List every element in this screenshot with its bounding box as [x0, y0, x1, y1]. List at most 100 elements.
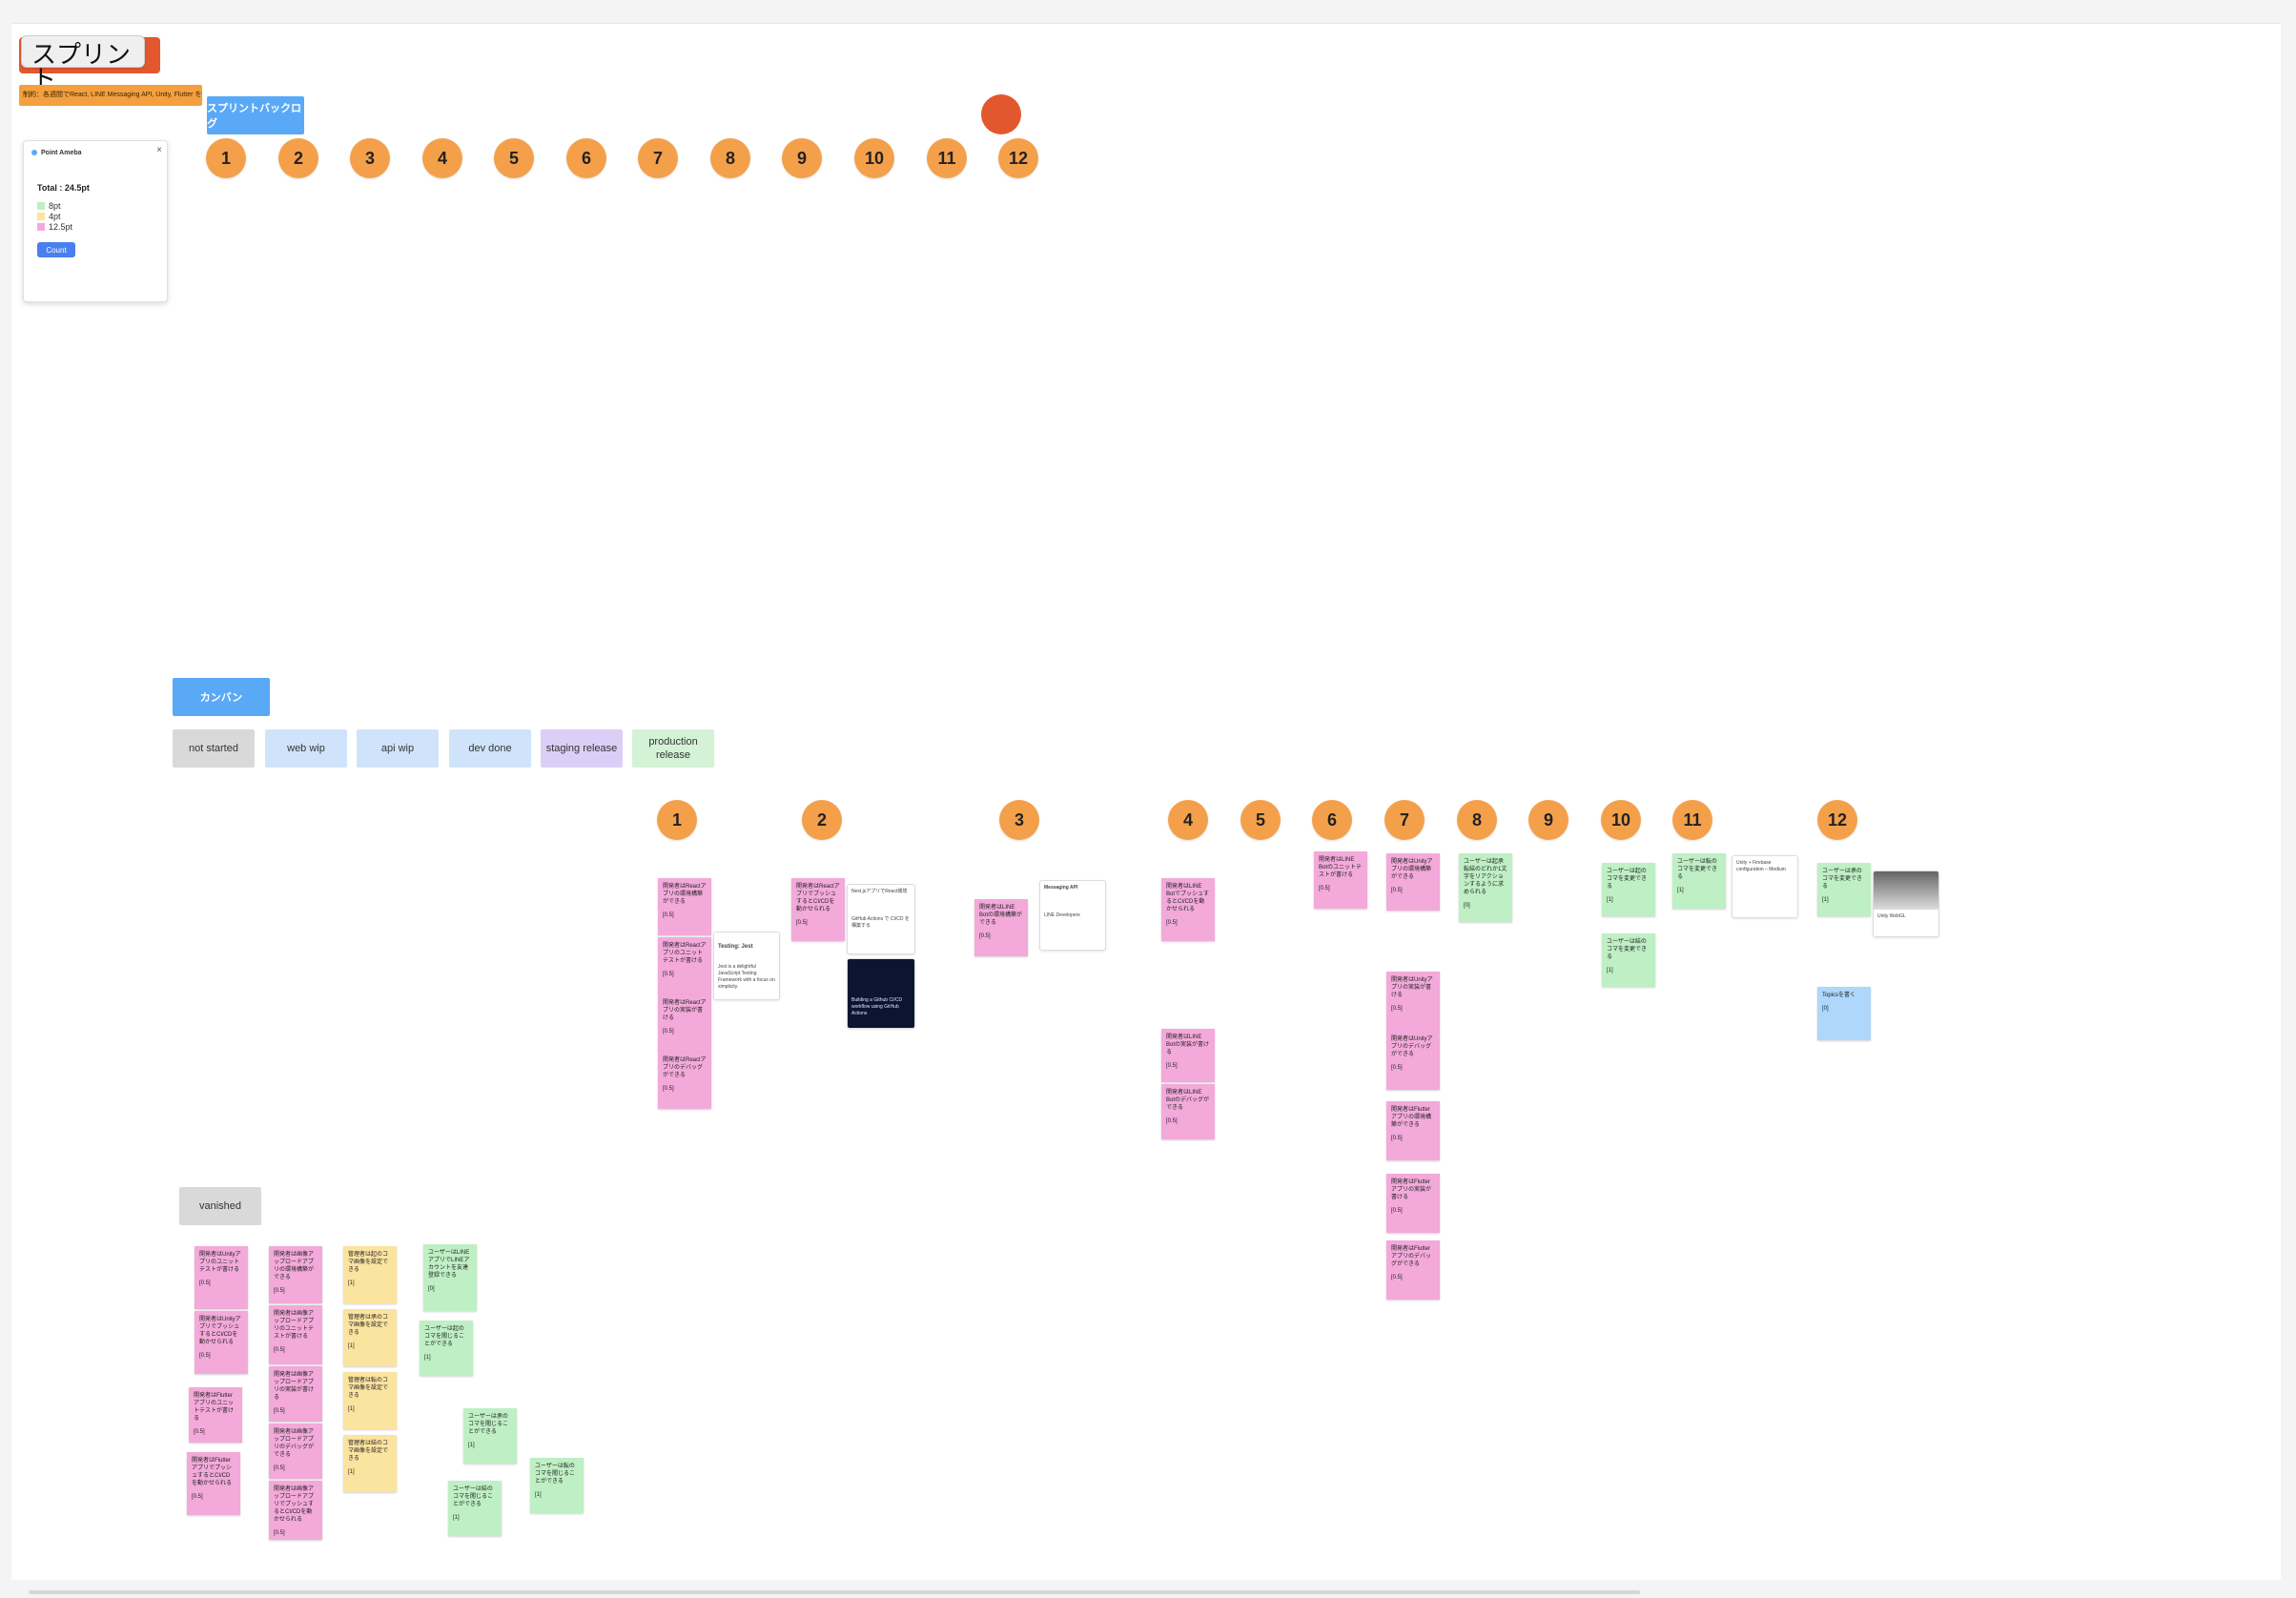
sticky-note[interactable]: Topicsを書く [0]	[1817, 987, 1871, 1040]
link-card[interactable]: Unity + Firebase configuration – Medium	[1732, 855, 1798, 918]
kanban-sprint-3[interactable]: 3	[999, 800, 1039, 840]
link-desc: LINE Developers	[1044, 912, 1080, 918]
whiteboard-canvas[interactable]: スプリント 制約：各週間でReact, LINE Messaging API, …	[11, 23, 2281, 1580]
sticky-note[interactable]: 開発者はReactアプリでプッシュするとCI/CDを動かせられる [0.5]	[791, 878, 845, 941]
count-button[interactable]: Count	[37, 242, 75, 257]
sticky-note[interactable]: ユーザーは起のコマを変更できる [1]	[1602, 863, 1655, 916]
sprint-backlog-label[interactable]: スプリントバックログ	[207, 96, 304, 134]
sprint-number-5[interactable]: 5	[494, 138, 534, 178]
sticky-points: [0.5]	[1391, 1136, 1403, 1141]
kanban-sprint-11[interactable]: 11	[1672, 800, 1712, 840]
sprint-number-6[interactable]: 6	[566, 138, 606, 178]
kanban-sprint-6[interactable]: 6	[1312, 800, 1352, 840]
sticky-note[interactable]: 開発者はReactアプリの環境構築ができる [0.5]	[658, 878, 711, 935]
sticky-note[interactable]: ユーザーは起承転結のどれか1文字をリアクションするように求められる [0]	[1459, 853, 1512, 922]
sticky-note[interactable]: 管理者は起のコマ画像を設定できる [1]	[343, 1246, 397, 1303]
column-production-release[interactable]: production release	[632, 729, 714, 768]
sticky-note[interactable]: 開発者はLINE Botのユニットテストが書ける [0.5]	[1314, 851, 1367, 909]
sticky-note[interactable]: ユーザーはLINEアプリでLINEアカウントを友達登録できる [0]	[423, 1244, 477, 1311]
sticky-points: [0.5]	[663, 1029, 674, 1035]
sticky-note[interactable]: 開発者はReactアプリのデバッグができる [0.5]	[658, 1052, 711, 1109]
sticky-note[interactable]: ユーザーは承のコマを変更できる [1]	[1817, 863, 1871, 916]
kanban-sprint-10[interactable]: 10	[1601, 800, 1641, 840]
column-not-started[interactable]: not started	[173, 729, 255, 768]
column-api-wip[interactable]: api wip	[357, 729, 439, 768]
sticky-points: [1]	[348, 1280, 355, 1286]
constraint-note[interactable]: 制約：各週間でReact, LINE Messaging API, Unity,…	[19, 85, 202, 106]
sticky-note[interactable]: 開発者はReactアプリのユニットテストが書ける [0.5]	[658, 937, 711, 994]
column-staging-release[interactable]: staging release	[541, 729, 623, 768]
sticky-note[interactable]: 開発者はFlutterアプリでプッシュするとCI/CDを動かせられる [0.5]	[187, 1452, 240, 1515]
sticky-note[interactable]: 開発者はFlutterアプリのユニットテストが書ける [0.5]	[189, 1387, 242, 1443]
sprint-number-9[interactable]: 9	[782, 138, 822, 178]
sprint-number-4[interactable]: 4	[422, 138, 462, 178]
sticky-note[interactable]: ユーザーは転のコマを閲じることができる [1]	[530, 1458, 584, 1513]
sticky-note[interactable]: ユーザーは転のコマを変更できる [1]	[1672, 853, 1726, 909]
link-card[interactable]: Unity WebGL	[1873, 871, 1939, 937]
sprint-number-8[interactable]: 8	[710, 138, 750, 178]
sticky-text: 管理者は結のコマ画像を設定できる	[348, 1441, 389, 1462]
kanban-sprint-2[interactable]: 2	[802, 800, 842, 840]
sprint-number-3[interactable]: 3	[350, 138, 390, 178]
sticky-text: 開発者はLINE BotでプッシュするとCI/CDを動かせられる	[1166, 884, 1210, 912]
sticky-note[interactable]: 開発者はUnityアプリのデバッグができる [0.5]	[1386, 1031, 1440, 1090]
sticky-points: [0.5]	[1391, 888, 1403, 893]
sticky-note[interactable]: 開発者はUnityアプリでプッシュするとCI/CDを動かせられる [0.5]	[195, 1311, 248, 1374]
sprint-number-11[interactable]: 11	[927, 138, 967, 178]
sprint-number-12[interactable]: 12	[998, 138, 1038, 178]
link-card[interactable]: Building a Github CI/CD workflow using Gi…	[847, 958, 915, 1029]
sticky-note[interactable]: 開発者はLINE Botのデバッグができる [0.5]	[1161, 1084, 1215, 1139]
kanban-sprint-4[interactable]: 4	[1168, 800, 1208, 840]
board-title[interactable]: スプリント	[21, 35, 145, 92]
plugin-legend: 8pt 4pt 12.5pt	[37, 200, 152, 235]
sticky-note[interactable]: 開発者はLINE Botの実装が書ける [0.5]	[1161, 1029, 1215, 1082]
link-title: Next.jsアプリでReact環境	[851, 889, 908, 894]
kanban-sprint-12[interactable]: 12	[1817, 800, 1857, 840]
sticky-note[interactable]: 開発者はFlutterアプリのデバッグができる [0.5]	[1386, 1240, 1440, 1300]
kanban-sprint-9[interactable]: 9	[1528, 800, 1568, 840]
vanished-label[interactable]: vanished	[179, 1187, 261, 1225]
sticky-text: 管理者は起のコマ画像を設定できる	[348, 1252, 389, 1273]
sticky-note[interactable]: 開発者は画像アップロードアプリのユニットテストが書ける [0.5]	[269, 1305, 322, 1364]
sprint-number-7[interactable]: 7	[638, 138, 678, 178]
sticky-note[interactable]: 開発者はReactアプリの実装が書ける [0.5]	[658, 994, 711, 1052]
link-card[interactable]: Testing: Jest Jest is a delightful JavaSc…	[713, 932, 780, 1000]
close-icon[interactable]: ×	[156, 145, 162, 155]
sticky-note[interactable]: ユーザーは結のコマを変更できる [1]	[1602, 933, 1655, 987]
sprint-number-2[interactable]: 2	[278, 138, 318, 178]
sticky-note[interactable]: 開発者はLINE Botの環境構築ができる [0.5]	[974, 899, 1028, 956]
sticky-note[interactable]: 開発者は画像アップロードアプリのデバッグができる [0.5]	[269, 1424, 322, 1479]
sticky-text: 開発者はLINE Botの環境構築ができる	[979, 905, 1023, 926]
point-ameba-plugin[interactable]: Point Ameba × Total : 24.5pt 8pt 4pt 12.…	[23, 140, 168, 302]
column-web-wip[interactable]: web wip	[265, 729, 347, 768]
sticky-note[interactable]: 開発者は画像アップロードアプリの実装が書ける [0.5]	[269, 1366, 322, 1422]
kanban-sprint-1[interactable]: 1	[657, 800, 697, 840]
sticky-note[interactable]: 開発者はUnityアプリの実装が書ける [0.5]	[1386, 972, 1440, 1031]
sticky-note[interactable]: 開発者はUnityアプリのユニットテストが書ける [0.5]	[195, 1246, 248, 1309]
sticky-note[interactable]: 管理者は承のコマ画像を設定できる [1]	[343, 1309, 397, 1366]
sprint-number-10[interactable]: 10	[854, 138, 894, 178]
kanban-sprint-8[interactable]: 8	[1457, 800, 1497, 840]
sticky-note[interactable]: ユーザーは結のコマを閲じることができる [1]	[448, 1481, 502, 1536]
sticky-note[interactable]: 開発者はLINE BotでプッシュするとCI/CDを動かせられる [0.5]	[1161, 878, 1215, 941]
sticky-note[interactable]: 開発者は画像アップロードアプリでプッシュするとCI/CDを動かせられる [0.5]	[269, 1481, 322, 1540]
sticky-points: [0]	[428, 1286, 435, 1292]
kanban-sprint-5[interactable]: 5	[1240, 800, 1281, 840]
sticky-note[interactable]: 管理者は結のコマ画像を設定できる [1]	[343, 1435, 397, 1492]
column-dev-done[interactable]: dev done	[449, 729, 531, 768]
link-card[interactable]: Messaging API LINE Developers	[1039, 880, 1106, 951]
horizontal-scrollbar[interactable]	[29, 1590, 1640, 1594]
sticky-note[interactable]: 管理者は転のコマ画像を設定できる [1]	[343, 1372, 397, 1429]
sprint-number-1[interactable]: 1	[206, 138, 246, 178]
sticky-note[interactable]: ユーザーは承のコマを閲じることができる [1]	[463, 1408, 517, 1464]
red-dot-marker[interactable]	[981, 94, 1021, 134]
sticky-note[interactable]: 開発者はFlutterアプリの環境構築ができる [0.5]	[1386, 1101, 1440, 1160]
sticky-note[interactable]: 開発者はFlutterアプリの実装が書ける [0.5]	[1386, 1174, 1440, 1233]
sticky-note[interactable]: 開発者はUnityアプリの環境構築ができる [0.5]	[1386, 853, 1440, 911]
kanban-label[interactable]: カンバン	[173, 678, 270, 716]
sticky-text: 開発者はReactアプリでプッシュするとCI/CDを動かせられる	[796, 884, 840, 912]
link-card[interactable]: Next.jsアプリでReact環境 GitHub Actions で CI/CD…	[847, 884, 915, 954]
kanban-sprint-7[interactable]: 7	[1384, 800, 1425, 840]
sticky-note[interactable]: ユーザーは起のコマを閲じることができる [1]	[420, 1321, 473, 1376]
sticky-note[interactable]: 開発者は画像アップロードアプリの環境構築ができる [0.5]	[269, 1246, 322, 1303]
